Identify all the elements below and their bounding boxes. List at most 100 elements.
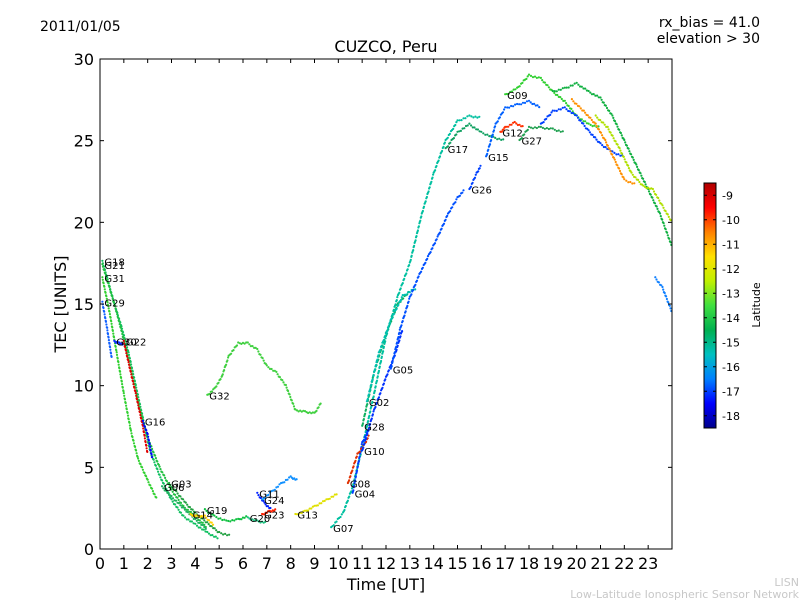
data-point: [249, 345, 252, 348]
data-point: [300, 511, 303, 514]
data-point: [482, 132, 485, 135]
data-point: [227, 519, 230, 523]
data-point: [553, 90, 556, 93]
data-point: [142, 427, 145, 430]
data-point: [246, 516, 249, 519]
data-point: [355, 455, 358, 458]
data-point: [474, 173, 477, 176]
data-point: [618, 167, 621, 170]
data-point: [589, 116, 592, 119]
data-point: [421, 209, 424, 213]
data-point: [292, 402, 295, 405]
data-point: [526, 75, 529, 78]
data-point: [575, 81, 578, 84]
colorbar-ticks-group: -9 -10 -11 -12 -13 -14 -15 -16 -17 -18: [704, 189, 740, 423]
data-point: [412, 249, 415, 252]
data-point: [399, 298, 403, 302]
data-point: [207, 523, 210, 526]
data-point: [366, 397, 369, 400]
data-point: [378, 365, 381, 368]
data-point: [112, 332, 115, 335]
data-point: [177, 502, 180, 505]
data-point: [550, 111, 553, 114]
data-point: [109, 348, 112, 351]
data-point: [109, 346, 112, 349]
data-point: [263, 513, 266, 516]
data-point: [267, 493, 270, 496]
data-point: [389, 321, 392, 324]
data-point: [352, 465, 355, 468]
data-point: [103, 313, 106, 316]
data-point: [665, 297, 669, 301]
data-point: [134, 392, 137, 395]
data-point: [240, 342, 243, 345]
data-point: [370, 417, 373, 420]
data-point: [616, 143, 619, 146]
data-point: [256, 491, 259, 494]
x-tick-label: 23: [638, 554, 658, 573]
data-point: [432, 173, 435, 176]
data-point: [410, 254, 413, 257]
elevation-label: elevation > 30: [657, 31, 760, 47]
data-point: [116, 357, 119, 360]
data-point: [121, 383, 124, 386]
data-point: [268, 367, 272, 370]
data-point: [165, 488, 168, 491]
data-point: [380, 359, 383, 363]
data-point: [318, 502, 321, 505]
data-point: [504, 106, 507, 109]
data-point: [294, 512, 297, 516]
data-point: [575, 102, 578, 105]
data-point: [584, 87, 587, 90]
data-point: [311, 411, 314, 414]
data-point: [138, 411, 142, 414]
data-point: [440, 227, 443, 230]
data-point: [256, 519, 259, 522]
data-point: [213, 535, 216, 538]
data-point: [348, 479, 351, 482]
data-point: [500, 138, 503, 141]
data-point: [179, 511, 183, 514]
series-trace: [261, 508, 277, 516]
data-point: [602, 101, 605, 104]
data-point: [101, 263, 104, 266]
data-point: [101, 300, 104, 303]
data-point: [666, 231, 669, 234]
data-point: [115, 349, 118, 352]
data-point: [206, 530, 209, 534]
data-point: [377, 354, 380, 357]
data-point: [238, 518, 241, 521]
data-point: [106, 332, 110, 336]
data-point: [599, 142, 602, 145]
data-point: [183, 508, 186, 511]
data-point: [441, 149, 444, 153]
data-point: [561, 106, 564, 109]
data-point: [474, 115, 477, 118]
data-point: [350, 487, 354, 490]
colorbar-tick-label: -17: [722, 385, 740, 398]
data-point: [442, 145, 445, 148]
x-axis-label: Time [UT]: [346, 575, 425, 594]
data-point: [141, 468, 144, 471]
data-point: [500, 130, 504, 133]
data-point: [115, 310, 118, 313]
data-point: [105, 295, 108, 298]
data-point: [543, 127, 547, 130]
data-point: [164, 476, 167, 479]
data-point: [413, 244, 416, 247]
data-point: [573, 82, 576, 85]
data-point: [146, 450, 149, 453]
data-point: [376, 358, 379, 361]
data-point: [119, 326, 122, 329]
data-point: [360, 443, 363, 446]
data-point: [487, 148, 490, 151]
data-point: [466, 115, 469, 118]
data-point: [149, 445, 152, 448]
data-point: [658, 199, 661, 202]
data-point: [303, 410, 307, 413]
data-point: [107, 282, 110, 285]
data-point: [340, 513, 343, 516]
data-point: [421, 266, 424, 269]
data-point: [203, 525, 206, 529]
data-point: [601, 134, 604, 137]
